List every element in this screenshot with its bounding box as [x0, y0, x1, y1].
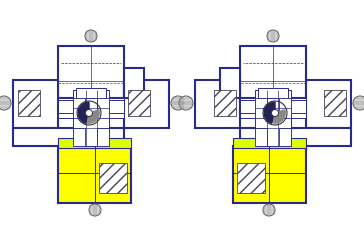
Bar: [214, 90, 236, 116]
Polygon shape: [87, 110, 99, 123]
Bar: [240, 128, 351, 146]
Bar: [76, 88, 106, 98]
Bar: [291, 98, 306, 118]
Circle shape: [267, 30, 279, 42]
Circle shape: [86, 110, 92, 117]
Bar: [291, 98, 306, 118]
Bar: [255, 98, 267, 118]
Circle shape: [179, 96, 193, 110]
Bar: [97, 98, 109, 118]
Circle shape: [171, 96, 185, 110]
Bar: [73, 98, 85, 118]
Bar: [58, 98, 73, 118]
Circle shape: [85, 30, 97, 42]
Bar: [73, 128, 85, 146]
Bar: [58, 46, 124, 98]
Bar: [195, 80, 240, 128]
Circle shape: [353, 96, 364, 110]
Bar: [99, 163, 127, 193]
Bar: [58, 146, 131, 203]
Bar: [109, 100, 124, 113]
Polygon shape: [264, 102, 275, 123]
Bar: [128, 90, 150, 116]
Circle shape: [263, 204, 275, 216]
Bar: [324, 90, 346, 116]
Bar: [291, 100, 306, 113]
Polygon shape: [78, 102, 89, 123]
Bar: [306, 80, 351, 128]
Bar: [237, 163, 265, 193]
Bar: [13, 128, 124, 146]
Bar: [255, 128, 267, 146]
Bar: [233, 146, 306, 203]
Bar: [124, 80, 169, 128]
Bar: [124, 68, 144, 98]
Bar: [279, 98, 291, 118]
Bar: [58, 98, 73, 118]
Bar: [255, 90, 291, 146]
Bar: [13, 80, 58, 128]
Bar: [73, 90, 109, 146]
Bar: [240, 98, 255, 118]
Bar: [279, 128, 291, 146]
Circle shape: [89, 204, 101, 216]
Bar: [240, 46, 306, 98]
Bar: [220, 68, 240, 98]
Bar: [58, 100, 73, 113]
Circle shape: [272, 110, 278, 117]
Bar: [109, 98, 124, 118]
Bar: [58, 138, 131, 148]
Bar: [18, 90, 40, 116]
Bar: [258, 88, 288, 98]
Bar: [240, 100, 255, 113]
Circle shape: [0, 96, 11, 110]
Bar: [233, 138, 306, 148]
Polygon shape: [273, 110, 285, 123]
Bar: [97, 128, 109, 146]
